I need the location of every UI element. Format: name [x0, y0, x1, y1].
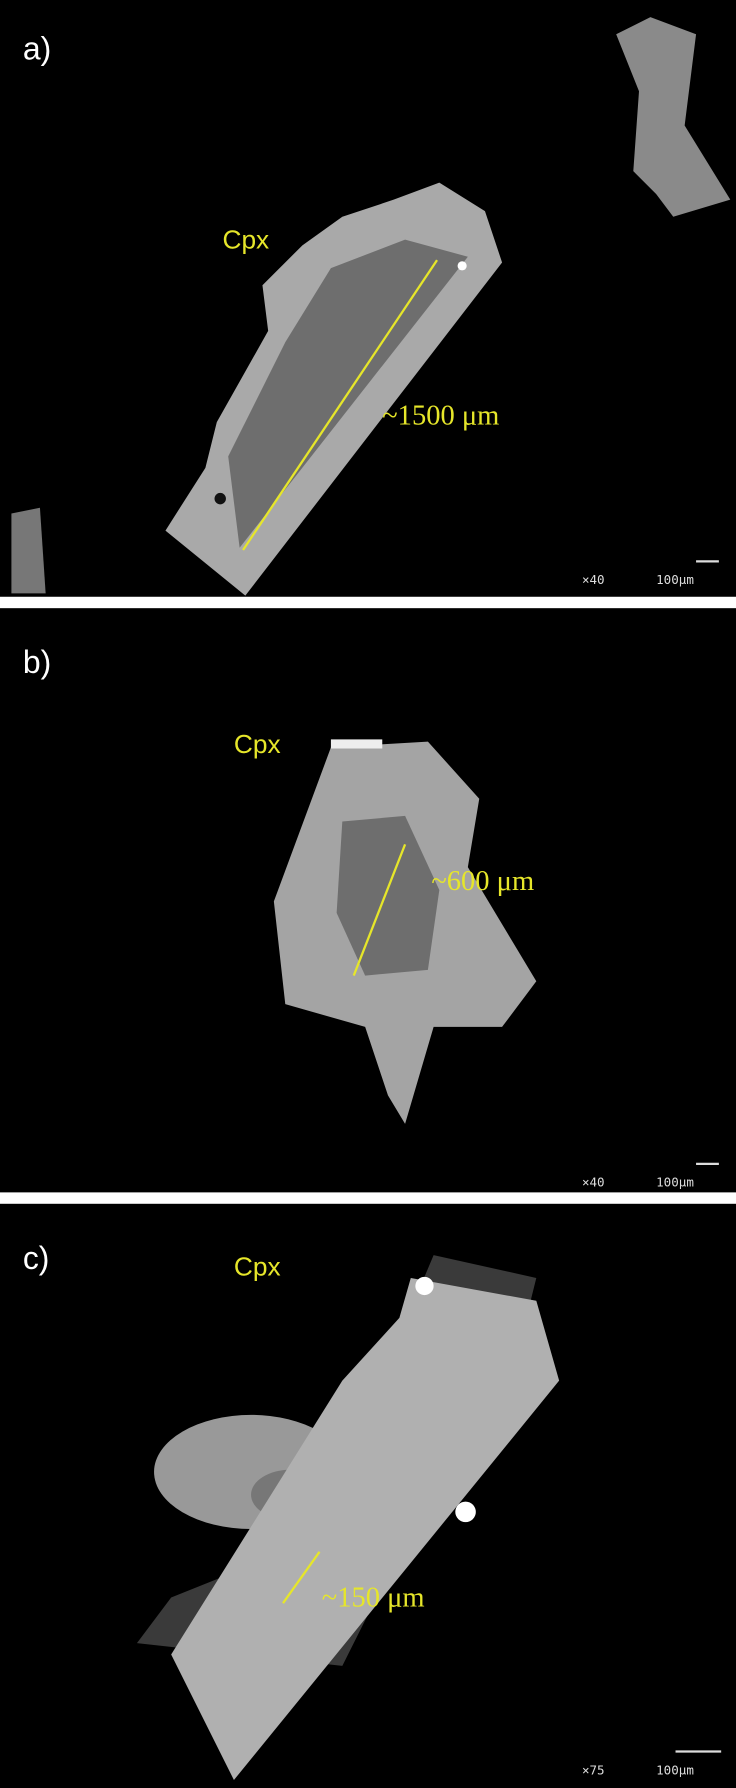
scale-label: 100μm: [656, 1762, 694, 1777]
mineral-label: Cpx: [234, 729, 281, 759]
magnification: ×75: [582, 1762, 605, 1777]
measurement: ~600 μm: [431, 866, 534, 897]
scale-label: 100μm: [656, 572, 694, 587]
inclusion: [331, 739, 382, 748]
measurement: ~1500 μm: [382, 400, 499, 431]
magnification: ×40: [582, 1175, 605, 1190]
mineral-label: Cpx: [223, 225, 270, 255]
mineral-label: Cpx: [234, 1252, 281, 1282]
panel-label: c): [23, 1240, 50, 1276]
magnification: ×40: [582, 572, 605, 587]
grain: [11, 508, 45, 594]
inclusion: [455, 1502, 476, 1523]
inclusion: [458, 261, 467, 270]
figure: a) Cpx ~1500 μm ×40 100μm b) Cpx ~600 μm…: [0, 0, 736, 1788]
inclusion: [415, 1277, 433, 1295]
inclusion: [215, 493, 226, 504]
measurement: ~150 μm: [322, 1583, 425, 1614]
panel-label: a): [23, 30, 51, 66]
panel-label: b): [23, 644, 51, 680]
scale-label: 100μm: [656, 1175, 694, 1190]
page: a) Cpx ~1500 μm ×40 100μm b) Cpx ~600 μm…: [0, 0, 736, 1788]
